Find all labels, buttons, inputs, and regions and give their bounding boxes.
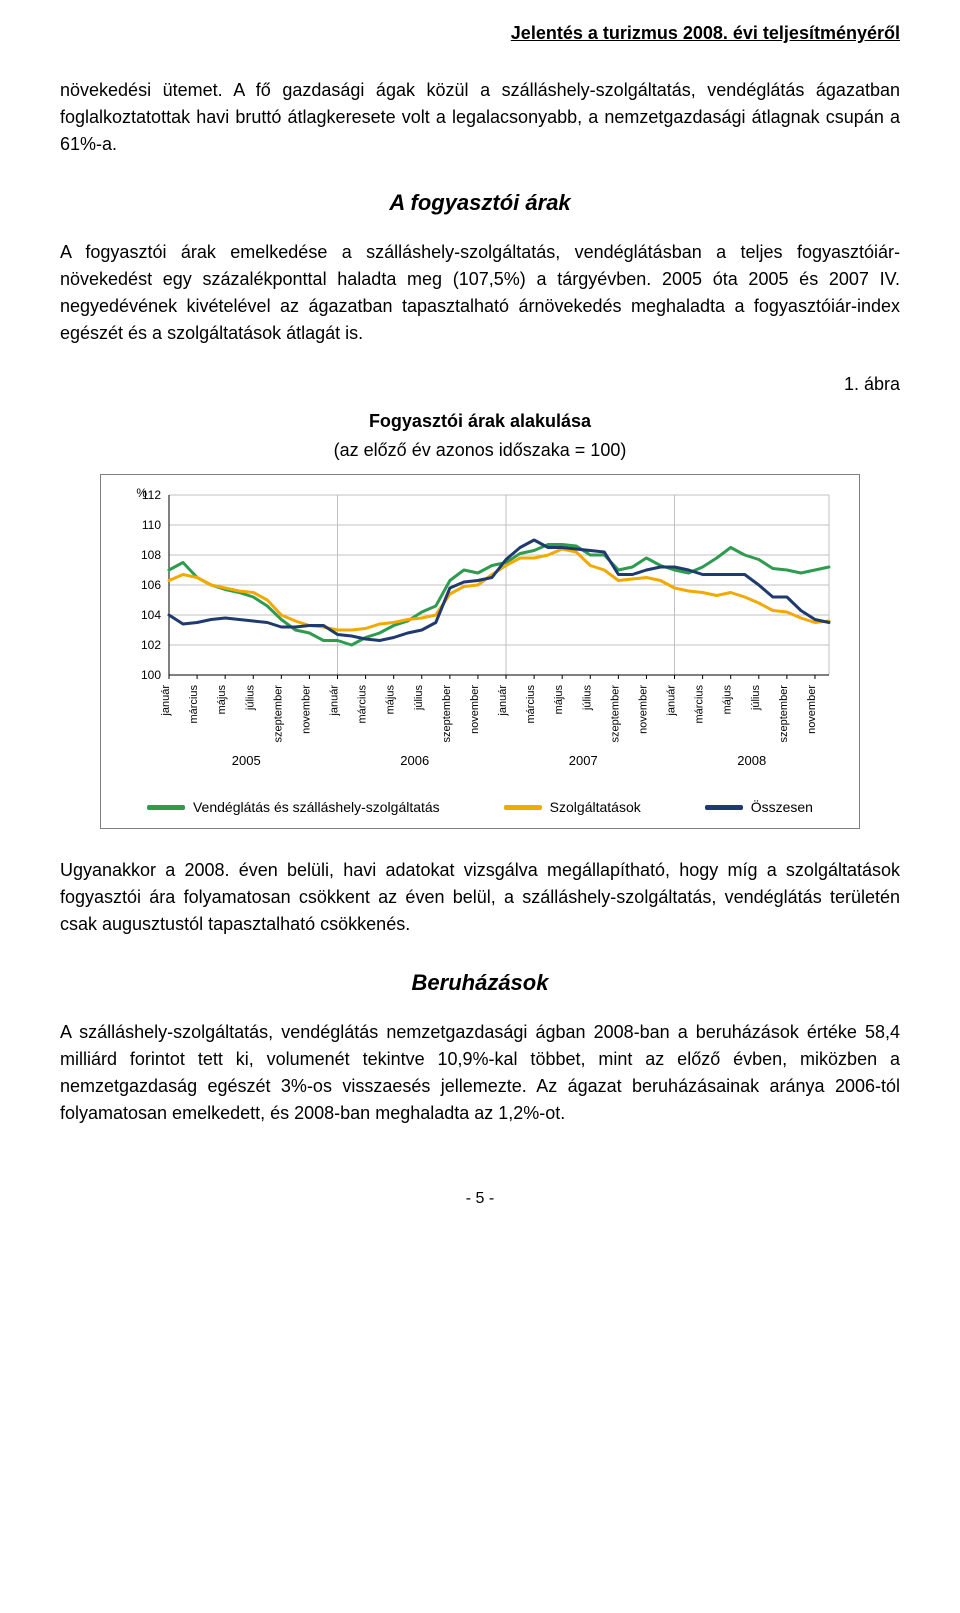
- svg-text:március: március: [357, 685, 369, 724]
- svg-text:106: 106: [141, 578, 161, 592]
- svg-text:108: 108: [141, 548, 161, 562]
- paragraph-investments: A szálláshely-szolgáltatás, vendéglátás …: [60, 1019, 900, 1127]
- section-title-investments: Beruházások: [60, 966, 900, 999]
- svg-text:2007: 2007: [569, 753, 598, 768]
- svg-text:május: május: [553, 685, 565, 715]
- svg-text:július: július: [413, 685, 425, 712]
- legend-label-total: Összesen: [751, 797, 813, 818]
- paragraph-2008-detail: Ugyanakkor a 2008. éven belüli, havi ada…: [60, 857, 900, 938]
- figure-number-label: 1. ábra: [60, 371, 900, 398]
- svg-text:%: %: [136, 486, 147, 500]
- svg-text:szeptember: szeptember: [272, 685, 284, 743]
- page-number: - 5 -: [60, 1187, 900, 1211]
- svg-text:102: 102: [141, 638, 161, 652]
- svg-text:március: március: [525, 685, 537, 724]
- svg-text:január: január: [497, 685, 509, 717]
- svg-text:november: november: [300, 685, 312, 734]
- svg-text:március: március: [188, 685, 200, 724]
- legend-label-services: Szolgáltatások: [550, 797, 641, 818]
- svg-text:január: január: [666, 685, 678, 717]
- svg-text:november: november: [469, 685, 481, 734]
- svg-text:szeptember: szeptember: [778, 685, 790, 743]
- legend-item-hospitality: Vendéglátás és szálláshely-szolgáltatás: [147, 797, 440, 818]
- chart-subcaption: (az előző év azonos időszaka = 100): [60, 437, 900, 464]
- svg-text:2006: 2006: [400, 753, 429, 768]
- legend-swatch-total: [705, 805, 743, 810]
- section-title-consumer-prices: A fogyasztói árak: [60, 186, 900, 219]
- svg-text:2005: 2005: [232, 753, 261, 768]
- svg-text:104: 104: [141, 608, 161, 622]
- chart-caption: Fogyasztói árak alakulása: [60, 408, 900, 435]
- svg-text:július: július: [750, 685, 762, 712]
- svg-text:július: július: [244, 685, 256, 712]
- svg-text:május: május: [385, 685, 397, 715]
- legend-item-services: Szolgáltatások: [504, 797, 641, 818]
- paragraph-intro-growth: növekedési ütemet. A fő gazdasági ágak k…: [60, 77, 900, 158]
- legend-swatch-services: [504, 805, 542, 810]
- legend-item-total: Összesen: [705, 797, 813, 818]
- svg-text:május: május: [216, 685, 228, 715]
- svg-text:január: január: [329, 685, 341, 717]
- chart-container: 100102104106108110112%januármárciusmájus…: [100, 474, 860, 829]
- legend-label-hospitality: Vendéglátás és szálláshely-szolgáltatás: [193, 797, 440, 818]
- svg-text:110: 110: [142, 518, 161, 532]
- svg-text:november: november: [637, 685, 649, 734]
- legend-swatch-hospitality: [147, 805, 185, 810]
- svg-text:május: május: [722, 685, 734, 715]
- svg-text:szeptember: szeptember: [441, 685, 453, 743]
- svg-text:március: március: [694, 685, 706, 724]
- svg-text:2008: 2008: [737, 753, 766, 768]
- svg-text:100: 100: [141, 668, 161, 682]
- paragraph-consumer-prices: A fogyasztói árak emelkedése a szálláshe…: [60, 239, 900, 347]
- svg-text:szeptember: szeptember: [609, 685, 621, 743]
- chart-legend: Vendéglátás és szálláshely-szolgáltatás …: [119, 793, 841, 818]
- svg-text:július: július: [581, 685, 593, 712]
- page-header-title: Jelentés a turizmus 2008. évi teljesítmé…: [60, 20, 900, 47]
- svg-text:november: november: [806, 685, 818, 734]
- consumer-price-line-chart: 100102104106108110112%januármárciusmájus…: [119, 485, 839, 785]
- svg-text:január: január: [160, 685, 172, 717]
